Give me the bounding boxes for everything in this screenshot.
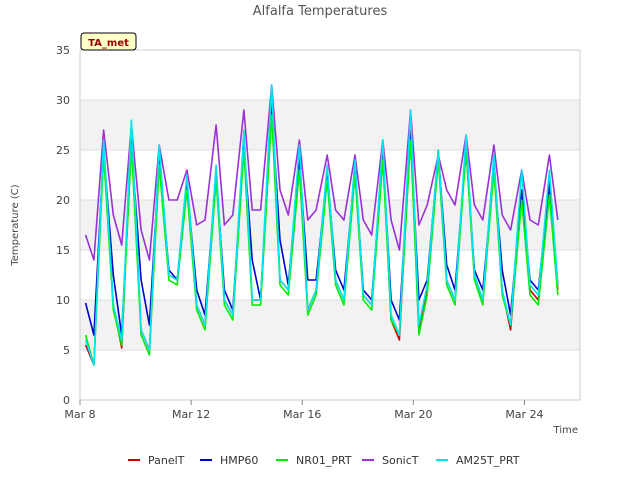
legend: PanelT HMP60 NR01_PRT SonicT AM25T_PRT	[128, 454, 520, 467]
y-tick-label: 15	[56, 244, 70, 257]
x-tick-label: Mar 24	[505, 408, 543, 421]
legend-label: HMP60	[220, 454, 258, 467]
y-tick-label: 30	[56, 94, 70, 107]
legend-label: PanelT	[148, 454, 185, 467]
x-tick-label: Mar 16	[283, 408, 321, 421]
x-tick-label: Mar 12	[172, 408, 210, 421]
plot-band	[80, 300, 580, 350]
site-tag-box	[80, 32, 137, 51]
y-axis: 0 5 10 15 20 25 30 35	[56, 44, 70, 407]
y-tick-label: 25	[56, 144, 70, 157]
plot-frame	[79, 49, 581, 401]
y-tick-label: 20	[56, 194, 70, 207]
legend-item-hmp60: HMP60	[200, 454, 258, 467]
legend-label: SonicT	[382, 454, 419, 467]
chart-title: Alfalfa Temperatures	[253, 4, 388, 19]
series-line-nr01-prt	[84, 114, 559, 366]
series-line-sonict	[84, 84, 559, 261]
y-tick-label: 5	[63, 344, 70, 357]
legend-item-sonict: SonicT	[362, 454, 419, 467]
x-axis-label: Time	[553, 425, 578, 436]
x-tick-label: Mar 8	[64, 408, 95, 421]
y-axis-label: Temperature (C)	[10, 184, 21, 266]
x-tick-label: Mar 20	[394, 408, 432, 421]
legend-item-nr01-prt: NR01_PRT	[276, 454, 352, 467]
y-tick-label: 35	[56, 44, 70, 57]
y-tick-label: 0	[63, 394, 70, 407]
series-line-am25t-prt	[84, 84, 559, 366]
legend-label: AM25T_PRT	[456, 454, 520, 467]
x-axis: Mar 8 Mar 12 Mar 16 Mar 20 Mar 24	[64, 400, 544, 421]
site-tag-label: TA_met	[88, 38, 129, 49]
y-tick-label: 10	[56, 294, 70, 307]
legend-label: NR01_PRT	[296, 454, 352, 467]
plot-band	[80, 100, 580, 150]
series-lines	[84, 84, 559, 366]
site-tag: TA_met	[80, 32, 137, 51]
legend-item-am25t-prt: AM25T_PRT	[436, 454, 520, 467]
legend-item-panelt: PanelT	[128, 454, 185, 467]
